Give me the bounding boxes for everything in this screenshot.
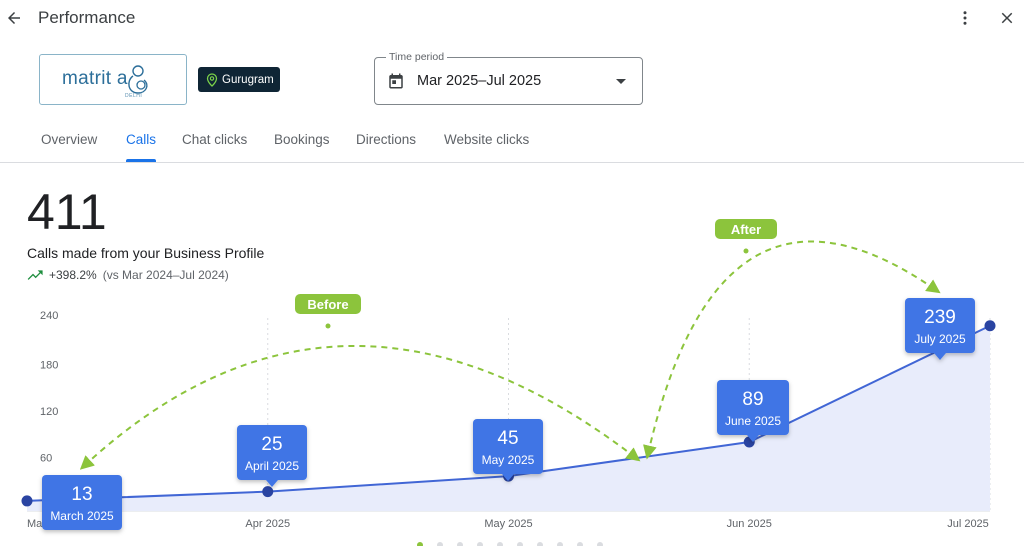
arrow-left-icon — [8, 12, 20, 24]
calendar-icon — [389, 73, 403, 89]
y-tick-label: 120 — [40, 406, 58, 418]
pager-dot[interactable] — [477, 542, 483, 546]
series-area — [27, 325, 990, 511]
pager-dot[interactable] — [497, 542, 503, 546]
time-period-label: Time period — [386, 51, 448, 63]
annotation-label: After — [731, 222, 761, 237]
page-title: Performance — [38, 8, 136, 27]
callout-value: 89 — [742, 389, 763, 410]
callout-label: May 2025 — [482, 453, 535, 467]
mother-child-logo-icon — [128, 65, 148, 94]
trend-row: +398.2% (vs Mar 2024–Jul 2024) — [27, 268, 229, 282]
data-callout: 45 May 2025 — [473, 419, 543, 481]
y-tick-label: 240 — [40, 310, 58, 322]
pager-dot[interactable] — [437, 542, 443, 546]
time-period-dropdown[interactable]: Time period Mar 2025–Jul 2025 — [374, 51, 643, 105]
trend-percentage: +398.2% — [49, 268, 97, 282]
business-logo: matrit a DELHI — [39, 54, 187, 105]
callout-value: 13 — [71, 484, 92, 505]
callout-value: 239 — [924, 307, 956, 328]
caret-down-icon — [616, 79, 626, 84]
trend-comparison: (vs Mar 2024–Jul 2024) — [102, 268, 229, 282]
annotation-pill: After — [715, 219, 777, 254]
location-badge: Gurugram — [198, 67, 280, 92]
callout-label: March 2025 — [50, 509, 114, 523]
metric-tabs: Overview Calls Chat clicks Bookings Dire… — [0, 130, 1024, 163]
logo-subtext: DELHI — [125, 93, 143, 99]
pager-dot[interactable] — [417, 542, 423, 546]
data-point[interactable] — [262, 486, 274, 498]
tab-website-clicks[interactable]: Website clicks — [444, 132, 530, 147]
callout-value: 25 — [261, 434, 282, 455]
y-tick-label: 180 — [40, 360, 58, 372]
data-callout: 239 July 2025 — [905, 298, 975, 360]
metric-description: Calls made from your Business Profile — [27, 245, 265, 261]
data-callout: 13 March 2025 — [42, 475, 122, 530]
map-pin-icon — [206, 72, 218, 87]
data-point[interactable] — [984, 320, 996, 332]
close-button[interactable] — [994, 5, 1020, 31]
trending-up-icon — [27, 270, 43, 280]
pager-dot[interactable] — [557, 542, 563, 546]
pager-dot[interactable] — [577, 542, 583, 546]
more-options-button[interactable] — [952, 5, 978, 31]
time-period-value: Mar 2025–Jul 2025 — [417, 73, 542, 89]
data-callout: 89 June 2025 — [717, 380, 789, 442]
pager-dot[interactable] — [457, 542, 463, 546]
pager-dot[interactable] — [597, 542, 603, 546]
x-tick-label: Jun 2025 — [727, 518, 772, 530]
close-icon — [1001, 12, 1013, 24]
pager-dot[interactable] — [517, 542, 523, 546]
chart-pager[interactable] — [417, 542, 603, 546]
tab-overview[interactable]: Overview — [41, 132, 98, 147]
callout-label: April 2025 — [245, 459, 299, 473]
metric-value: 411 — [27, 184, 107, 240]
x-tick-label: Jul 2025 — [947, 518, 989, 530]
data-callout: 25 April 2025 — [237, 425, 307, 487]
annotation-pill: Before — [295, 294, 361, 329]
pager-dot[interactable] — [537, 542, 543, 546]
x-tick-label: May 2025 — [484, 518, 532, 530]
location-label: Gurugram — [222, 73, 274, 86]
x-tick-label: Apr 2025 — [245, 518, 290, 530]
callout-label: June 2025 — [725, 414, 781, 428]
y-tick-label: 60 — [40, 453, 52, 465]
after-arc — [643, 240, 941, 460]
data-point[interactable] — [21, 495, 33, 507]
tab-chat-clicks[interactable]: Chat clicks — [182, 132, 248, 147]
tab-calls[interactable]: Calls — [126, 132, 157, 162]
before-arc — [79, 345, 641, 470]
x-tick-label: Ma — [27, 518, 43, 530]
more-vert-icon — [963, 11, 967, 25]
callout-value: 45 — [497, 428, 518, 449]
tab-bookings[interactable]: Bookings — [274, 132, 330, 147]
back-button[interactable] — [0, 4, 28, 32]
tab-directions[interactable]: Directions — [356, 132, 417, 147]
callout-label: July 2025 — [914, 332, 966, 346]
annotation-label: Before — [307, 297, 348, 312]
logo-text: matrit a — [62, 68, 128, 89]
